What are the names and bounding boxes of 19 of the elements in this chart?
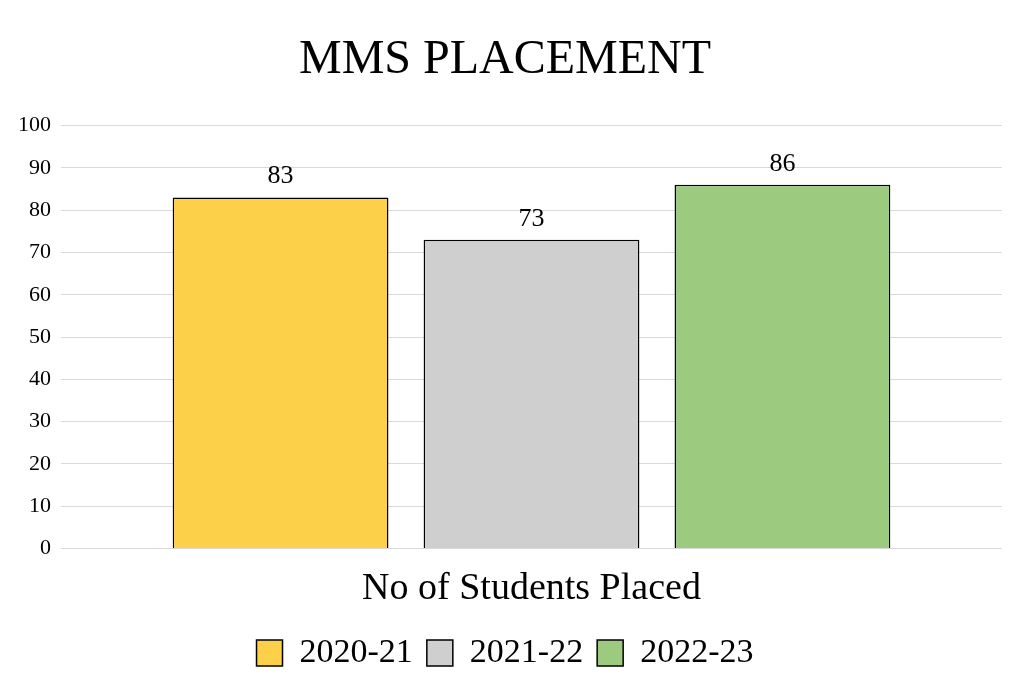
y-tick-label: 20 [29, 449, 51, 475]
y-tick-label: 40 [29, 365, 51, 391]
y-tick-label: 10 [29, 491, 51, 517]
legend-label: 2022-23 [640, 631, 754, 669]
data-label: 86 [769, 147, 796, 177]
y-tick-label: 80 [29, 195, 51, 221]
y-tick-label: 60 [29, 280, 51, 306]
y-tick-label: 30 [29, 407, 51, 433]
legend-label: 2020-21 [299, 631, 413, 669]
x-tick-label: No of Students Placed [362, 565, 701, 608]
legend-label: 2021-22 [469, 631, 584, 669]
y-tick-label: 90 [29, 153, 51, 179]
y-tick-label: 0 [40, 534, 51, 560]
y-tick-label: 50 [29, 322, 51, 348]
data-label: 83 [267, 160, 294, 190]
y-tick-label: 100 [18, 111, 51, 137]
data-label: 73 [518, 202, 545, 232]
y-tick-label: 70 [29, 238, 51, 264]
chart-title: MMS PLACEMENT [298, 30, 712, 84]
